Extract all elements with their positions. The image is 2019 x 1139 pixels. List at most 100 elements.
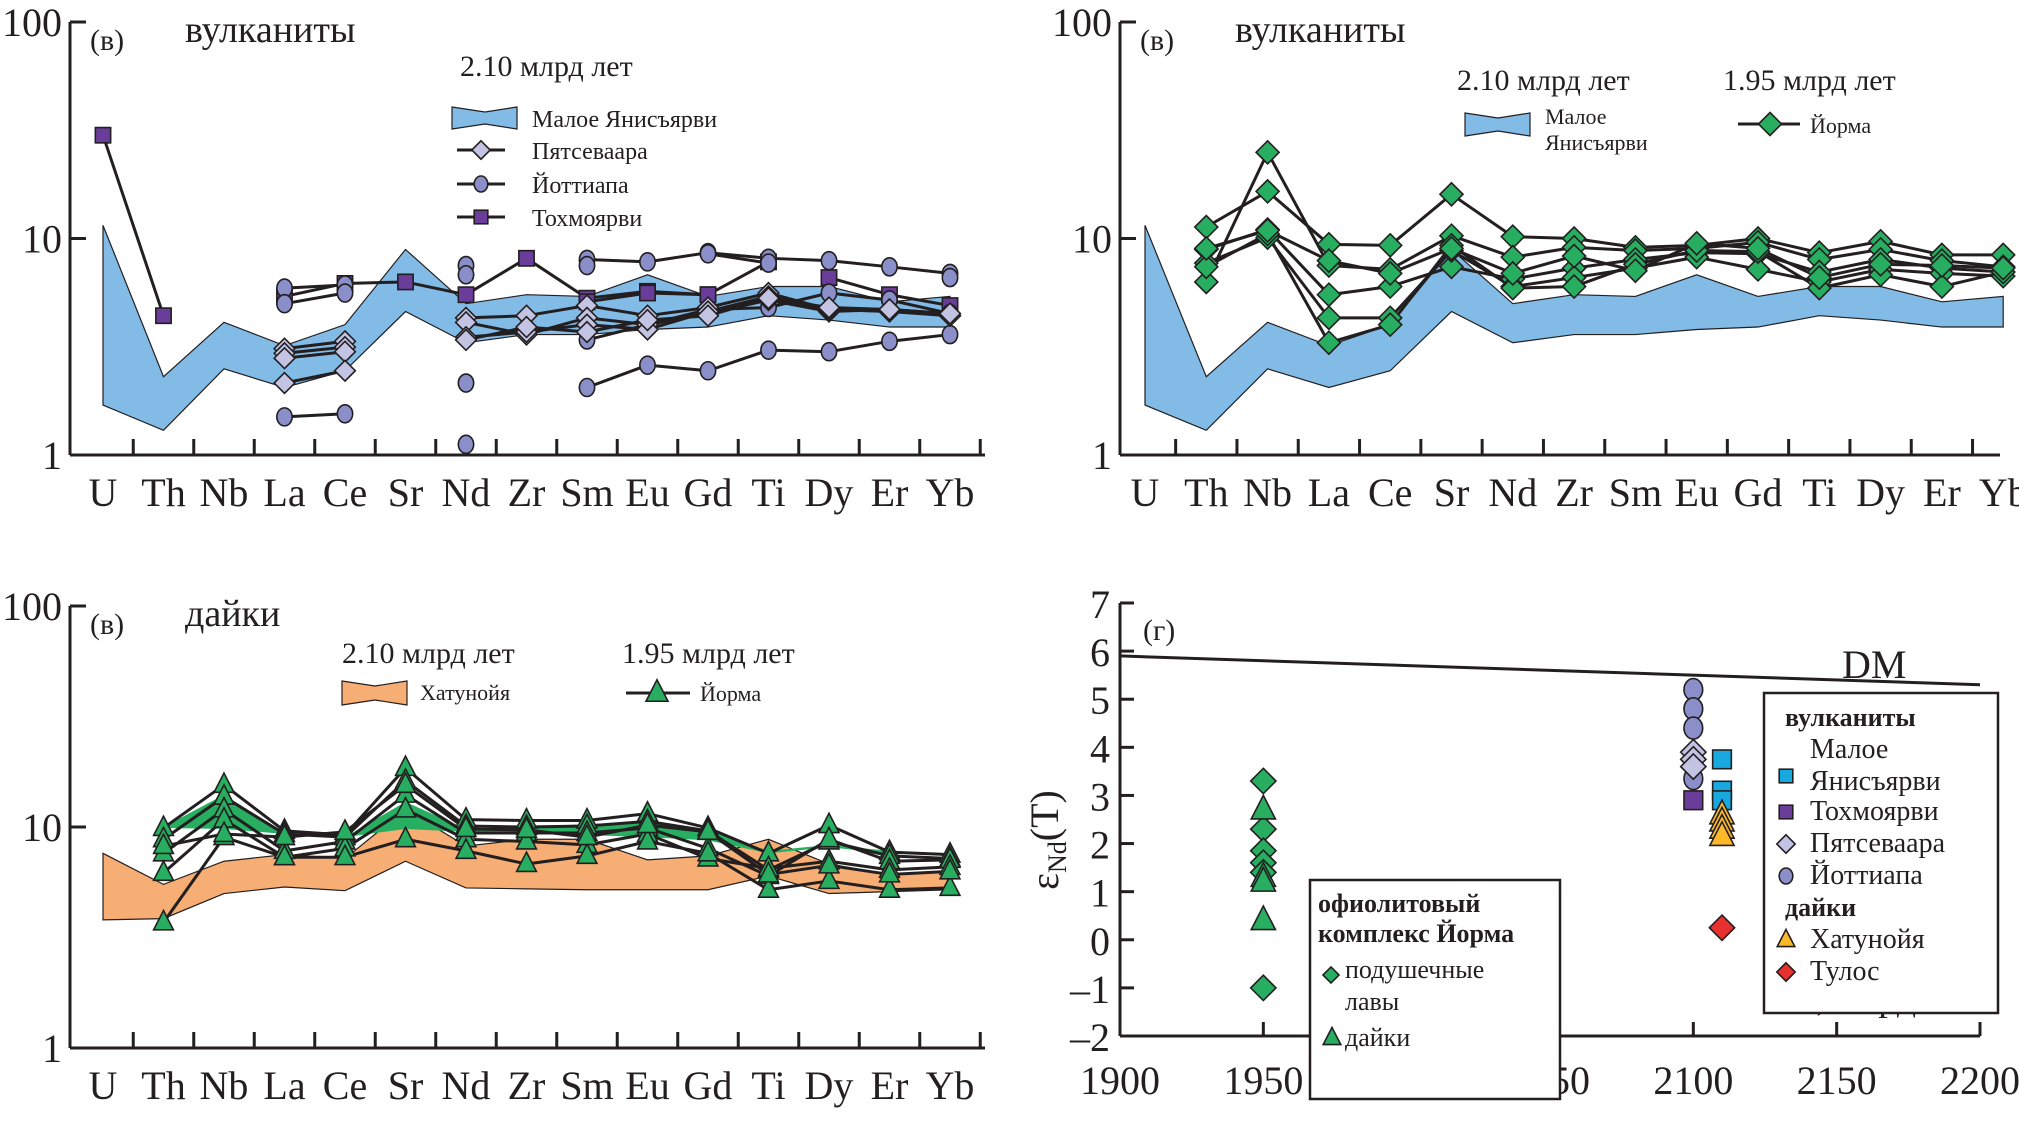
data-point-triangle — [636, 827, 659, 850]
data-point-square — [457, 286, 475, 304]
panel-top-right: 100 10 1U Th Nb La Ce Sr Nd Zr Sm Eu Gd Ti Dy Er Yb (в) ву… — [1052, 0, 2019, 515]
data-point-diamond — [1254, 139, 1281, 165]
data-point-circle — [699, 243, 717, 264]
data-point-diamond — [575, 320, 599, 344]
data-point-diamond — [696, 304, 720, 328]
data-point-diamond — [1249, 974, 1278, 1002]
data-point-circle — [578, 377, 596, 398]
legend-label: Малое — [1810, 734, 1888, 765]
data-point-square — [94, 126, 112, 144]
panel-label: (в) — [90, 608, 124, 641]
series-line — [707, 252, 769, 265]
series-line — [162, 766, 951, 857]
data-point-diamond — [1316, 248, 1342, 274]
legend-marker-diamond — [1321, 965, 1341, 985]
x-tick-label: 2100 — [1653, 1058, 1733, 1103]
x-tick-label: Er — [1923, 470, 1961, 515]
data-point-square — [155, 307, 172, 325]
legend-label: Йорма — [1810, 113, 1871, 138]
data-point-diamond — [333, 359, 357, 383]
data-point-circle — [820, 250, 838, 271]
x-tick-label: Ti — [751, 1063, 785, 1108]
data-point-diamond — [1377, 273, 1403, 300]
y-tick-label: 10 — [22, 217, 62, 262]
y-tick-label: 4 — [1090, 726, 1110, 771]
data-point-circle — [639, 252, 656, 272]
data-point-triangle — [333, 818, 357, 841]
x-tick-label: La — [1308, 470, 1350, 515]
data-point-square — [639, 284, 656, 302]
panel-bottom-left: 100 10 1U Th Nb La Ce Sr Nd Zr Sm Eu Gd Ti Dy Er Yb (в) да… — [2, 584, 985, 1108]
data-point-circle — [457, 434, 475, 455]
data-point-circle — [457, 264, 475, 285]
x-tick-label: Ce — [1368, 470, 1412, 515]
data-point-triangle — [757, 876, 780, 898]
y-axis-label-symbol: ε — [1022, 873, 1067, 890]
legend-marker-circle — [1778, 867, 1794, 885]
y-axis-label-subscript: Nd — [1043, 841, 1072, 873]
legend-label: Тохмоярви — [1810, 796, 1939, 827]
legend-header: 2.10 млрд лет — [1457, 64, 1630, 97]
x-tick-label: Th — [141, 470, 185, 515]
legend-marker-triangle — [644, 678, 670, 703]
data-point-diamond — [1561, 273, 1587, 300]
y-tick-label: 1 — [1090, 871, 1110, 916]
legend-label: Малое — [1545, 104, 1607, 129]
x-tick-label: Zr — [1555, 470, 1593, 515]
data-point-diamond — [273, 346, 296, 370]
x-tick-label: 1950 — [1223, 1058, 1303, 1103]
data-point-diamond — [1708, 913, 1736, 942]
data-point-triangle — [575, 842, 599, 865]
y-tick-label: 3 — [1090, 774, 1110, 819]
data-point-diamond — [1377, 260, 1403, 287]
data-point-diamond — [1254, 217, 1281, 244]
x-tick-label: Dy — [805, 1063, 854, 1108]
y-tick-label: 1 — [42, 433, 62, 478]
x-tick-label: 2150 — [1797, 1058, 1877, 1103]
x-tick-label: Nd — [442, 470, 491, 515]
data-point-circle — [699, 360, 717, 381]
x-tick-label: Zr — [508, 1063, 546, 1108]
legend-marker-diamond — [1757, 111, 1783, 137]
x-tick-label: Ti — [751, 470, 785, 515]
x-tick-label: Eu — [625, 470, 669, 515]
x-tick-label: Sm — [560, 470, 613, 515]
data-point-triangle — [152, 832, 175, 855]
data-point-square — [1683, 790, 1704, 811]
legend-label: подушечные — [1345, 955, 1484, 984]
legend-header: 1.95 млрд лет — [1723, 64, 1896, 97]
x-tick-label: Er — [871, 1063, 909, 1108]
data-point-circle — [457, 373, 475, 393]
data-point-circle — [820, 341, 838, 362]
x-tick-label: Ce — [323, 470, 367, 515]
data-point-diamond — [1249, 767, 1278, 795]
data-point-circle — [336, 283, 354, 303]
data-point-triangle — [575, 823, 599, 846]
legend-group-header: вулканиты — [1785, 703, 1916, 732]
x-tick-label: Nb — [200, 470, 249, 515]
legend-label: Йоттиапа — [1810, 860, 1923, 891]
data-point-triangle — [757, 860, 780, 883]
y-axis-label: εNd(T) — [1022, 790, 1072, 890]
y-tick-label: 100 — [1052, 0, 1112, 45]
x-tick-label: Gd — [684, 1063, 733, 1108]
data-point-triangle — [394, 795, 417, 818]
data-point-triangle — [878, 860, 901, 883]
data-point-circle — [639, 355, 656, 375]
y-tick-label: 100 — [2, 0, 62, 45]
data-point-diamond — [1193, 214, 1219, 240]
legend-group-header: дайки — [1785, 893, 1856, 922]
data-point-circle — [276, 293, 293, 314]
x-tick-label: Nb — [200, 1063, 249, 1108]
data-point-triangle — [515, 850, 538, 873]
legend-header: комплекс Йорма — [1318, 919, 1514, 948]
x-tick-label: Zr — [508, 470, 546, 515]
data-point-diamond — [1193, 269, 1219, 295]
legend-label: дайки — [1345, 1023, 1410, 1052]
x-tick-label: Dy — [1856, 470, 1905, 515]
x-tick-label: Gd — [1734, 470, 1783, 515]
panel-title: дайки — [185, 593, 280, 635]
panel-label: (в) — [1140, 24, 1174, 57]
x-tick-label: La — [263, 470, 305, 515]
